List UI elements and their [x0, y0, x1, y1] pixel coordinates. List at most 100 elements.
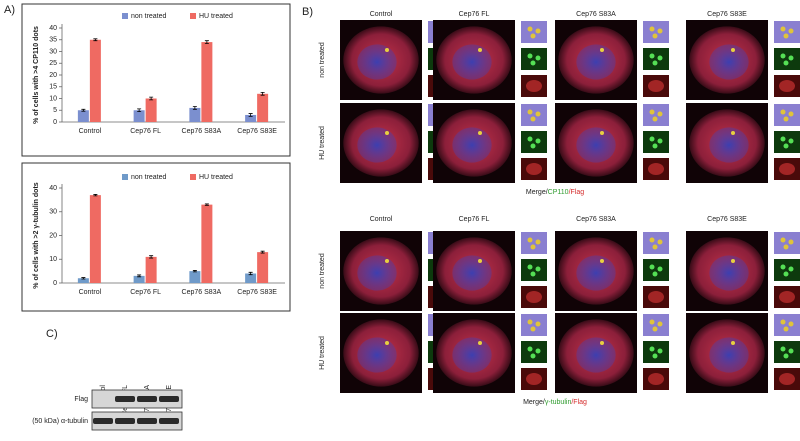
inset-dot [780, 264, 786, 270]
inset-dot [530, 143, 536, 149]
column-header: Cep76 S83A [576, 11, 616, 18]
error-bar [149, 255, 154, 259]
centrosome [478, 341, 482, 345]
inset-dot [527, 109, 533, 115]
caption-part: /Flag [569, 189, 585, 196]
inset [643, 104, 669, 126]
error-bar [81, 108, 86, 112]
inset [521, 21, 547, 43]
inset-dot [783, 116, 789, 122]
chart-frame [21, 162, 291, 312]
error-bar [192, 270, 197, 273]
bar [201, 42, 213, 122]
error-bar [248, 113, 253, 117]
nucleus [357, 337, 397, 373]
inset-dot [783, 244, 789, 250]
inset-glow [648, 80, 664, 92]
error-bar [192, 106, 197, 110]
inset [643, 232, 669, 254]
band [137, 396, 157, 402]
band [115, 396, 135, 402]
nucleus [357, 255, 397, 291]
inset-dot [535, 111, 541, 117]
centrosome [600, 259, 604, 263]
inset [521, 131, 547, 153]
bar [189, 271, 201, 283]
inset-dot [657, 111, 663, 117]
centrosome [600, 48, 604, 52]
inset-dot [788, 348, 794, 354]
legend-swatch [190, 174, 196, 180]
error-bar [260, 250, 265, 254]
nucleus [576, 255, 616, 291]
inset-dot [649, 264, 655, 270]
nucleus [357, 127, 397, 163]
error-bar [93, 38, 98, 42]
centrosome [385, 341, 389, 345]
inset-dot [649, 346, 655, 352]
x-tick-label: Cep76 S83A [182, 128, 222, 135]
error-bar [93, 194, 98, 197]
nucleus [709, 255, 749, 291]
bar [89, 39, 101, 122]
y-tick-label: 10 [49, 95, 57, 102]
inset-glow [526, 80, 542, 92]
y-axis-label: % of cells with >2 γ-tubulin dots [33, 182, 40, 288]
y-tick-label: 25 [49, 60, 57, 67]
centrosome [385, 259, 389, 263]
band [115, 418, 135, 424]
caption: Merge/γ-tubulin/Flag [523, 399, 587, 406]
inset-dot [649, 319, 655, 325]
inset-dot [535, 321, 541, 327]
row-label: non treated [319, 253, 326, 289]
panel-label: C) [46, 328, 58, 340]
centrosome [478, 259, 482, 263]
inset-dot [657, 266, 663, 272]
column-header: Cep76 FL [459, 11, 490, 18]
column-header: Cep76 FL [459, 216, 490, 223]
inset-dot [652, 33, 658, 39]
column-header: Cep76 S83A [576, 216, 616, 223]
inset-glow [779, 373, 795, 385]
legend-label: HU treated [199, 13, 233, 20]
inset-dot [788, 266, 794, 272]
inset-dot [530, 271, 536, 277]
caption-part: CP110 [548, 189, 569, 196]
inset-dot [652, 353, 658, 359]
inset-dot [649, 136, 655, 142]
nucleus [452, 44, 492, 80]
inset [521, 48, 547, 70]
bar [245, 273, 257, 283]
inset-dot [530, 33, 536, 39]
x-tick-label: Control [79, 128, 102, 135]
inset [643, 131, 669, 153]
inset-dot [780, 237, 786, 243]
legend-swatch [190, 13, 196, 19]
row-label: HU treated [319, 126, 326, 160]
inset-dot [780, 319, 786, 325]
inset-dot [527, 237, 533, 243]
inset-dot [527, 53, 533, 59]
row-label: non treated [319, 42, 326, 78]
inset-dot [657, 138, 663, 144]
y-tick-label: 40 [49, 25, 57, 32]
inset-dot [657, 348, 663, 354]
y-tick-label: 0 [53, 119, 57, 126]
bar [257, 252, 269, 283]
inset-dot [657, 28, 663, 34]
inset-dot [535, 266, 541, 272]
inset [774, 21, 800, 43]
nucleus [709, 337, 749, 373]
centrosome [731, 259, 735, 263]
nucleus [709, 44, 749, 80]
inset [521, 232, 547, 254]
bar [89, 195, 101, 283]
y-tick-label: 10 [49, 256, 57, 263]
row-label: (50 kDa) α-tubulin [32, 418, 88, 425]
inset [774, 232, 800, 254]
centrosome [385, 131, 389, 135]
inset-dot [783, 271, 789, 277]
x-tick-label: Cep76 FL [130, 128, 161, 135]
row-label: HU treated [319, 336, 326, 370]
